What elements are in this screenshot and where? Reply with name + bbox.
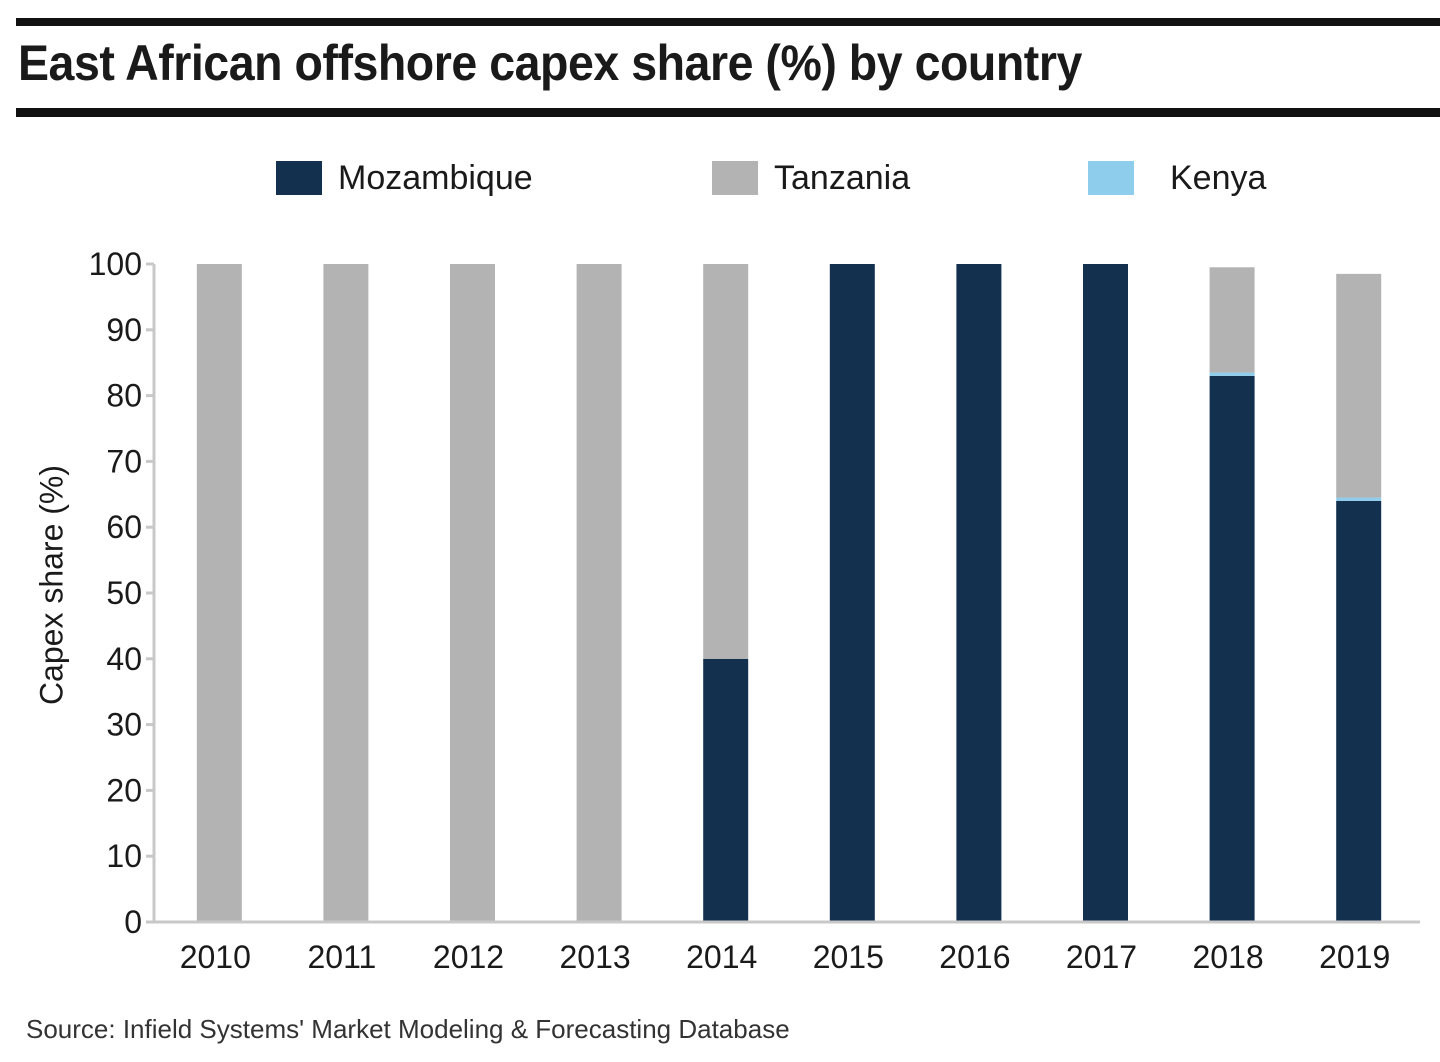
x-tick-label: 2012 [433, 939, 504, 975]
y-tick-label: 0 [124, 904, 142, 940]
bar-tanzania-2014 [703, 264, 749, 659]
x-tick-label: 2019 [1319, 939, 1390, 975]
bar-kenya-2019 [1336, 497, 1382, 501]
x-tick-label: 2016 [939, 939, 1010, 975]
bar-tanzania-2011 [323, 264, 369, 922]
x-tick-label: 2017 [1066, 939, 1137, 975]
title-rule-top [16, 18, 1440, 26]
bar-mozambique-2015 [829, 264, 875, 922]
y-tick-label: 40 [106, 641, 142, 677]
title-rule-bottom [16, 108, 1440, 117]
y-tick-label: 60 [106, 509, 142, 545]
legend-swatch-tanzania [712, 161, 758, 195]
legend-item-mozambique: Mozambique [276, 158, 533, 198]
bar-mozambique-2017 [1083, 264, 1128, 922]
bar-tanzania-2012 [450, 264, 495, 922]
x-tick-label: 2013 [560, 939, 631, 975]
x-tick-label: 2010 [180, 939, 251, 975]
bar-tanzania-2018 [1209, 267, 1255, 373]
x-tick-label: 2015 [813, 939, 884, 975]
legend-item-tanzania: Tanzania [712, 158, 910, 198]
x-ticks-group: 2010 2011 2012 2013 2014 2015 2016 2017 2018 2019 [180, 939, 1391, 975]
bar-tanzania-2013 [576, 264, 622, 922]
bar-kenya-2018 [1209, 372, 1255, 376]
bar-mozambique-2018 [1209, 375, 1255, 922]
y-tick-label: 50 [106, 575, 142, 611]
bar-mozambique-2016 [956, 264, 1002, 922]
bar-mozambique-2019 [1336, 500, 1382, 922]
y-tick-label: 90 [106, 312, 142, 348]
bar-mozambique-2014 [703, 658, 749, 922]
legend-swatch-mozambique [276, 161, 322, 195]
y-tick-label: 30 [106, 707, 142, 743]
bars-group [196, 264, 1382, 922]
x-tick-label: 2018 [1193, 939, 1264, 975]
x-tick-label: 2014 [686, 939, 757, 975]
bar-tanzania-2019 [1336, 273, 1382, 498]
legend-label-kenya: Kenya [1170, 158, 1267, 197]
y-tick-label: 100 [89, 246, 142, 282]
legend-swatch-kenya [1088, 161, 1134, 195]
y-tick-label: 80 [106, 378, 142, 414]
y-ticks-group: 0 10 20 30 40 50 60 70 80 90 100 [89, 246, 154, 940]
y-tick-label: 20 [106, 772, 142, 808]
legend-label-mozambique: Mozambique [338, 158, 533, 197]
legend-item-kenya: Kenya [1088, 158, 1266, 198]
x-tick-label: 2011 [307, 939, 376, 975]
bar-tanzania-2010 [196, 264, 242, 922]
source-note: Source: Infield Systems' Market Modeling… [26, 1014, 790, 1044]
chart-title: East African offshore capex share (%) by… [18, 35, 1082, 91]
legend-label-tanzania: Tanzania [774, 158, 911, 197]
y-tick-label: 10 [106, 838, 142, 874]
y-tick-label: 70 [106, 443, 142, 479]
